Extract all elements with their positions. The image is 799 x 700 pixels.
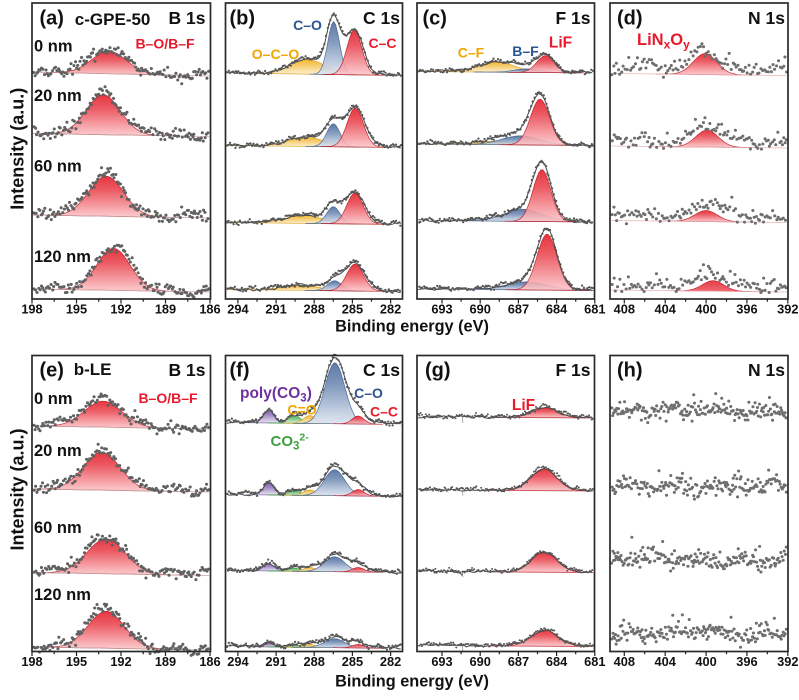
svg-text:B–F: B–F [512,43,539,59]
svg-text:(a): (a) [40,8,64,30]
svg-text:681: 681 [584,302,605,317]
svg-text:(h): (h) [617,360,643,382]
svg-text:408: 408 [614,654,635,669]
svg-text:294: 294 [227,302,249,317]
svg-text:C 1s: C 1s [363,8,400,28]
svg-text:O–C–O: O–C–O [252,46,300,62]
svg-text:690: 690 [470,654,491,669]
svg-text:LiF: LiF [512,397,535,414]
svg-text:282: 282 [380,654,401,669]
svg-text:408: 408 [614,302,635,317]
svg-text:C–O: C–O [354,385,383,401]
svg-text:186: 186 [199,302,220,317]
svg-text:B 1s: B 1s [169,8,206,28]
svg-text:195: 195 [66,654,87,669]
svg-text:282: 282 [380,302,401,317]
svg-text:B 1s: B 1s [169,360,206,380]
svg-text:C–F: C–F [458,45,485,61]
svg-text:LiNxOy: LiNxOy [637,31,690,52]
svg-text:198: 198 [21,654,42,669]
svg-text:189: 189 [155,654,176,669]
svg-text:404: 404 [655,654,677,669]
svg-text:687: 687 [508,654,529,669]
svg-text:(d): (d) [617,8,643,30]
svg-text:687: 687 [508,302,529,317]
svg-text:(c): (c) [423,8,447,30]
svg-text:20 nm: 20 nm [34,442,82,460]
svg-text:198: 198 [21,302,42,317]
svg-text:189: 189 [155,302,176,317]
svg-text:C–C: C–C [370,404,398,420]
svg-text:C 1s: C 1s [363,360,400,380]
svg-text:192: 192 [110,302,131,317]
svg-text:392: 392 [777,302,798,317]
svg-text:120 nm: 120 nm [34,586,91,604]
svg-text:Binding energy (eV): Binding energy (eV) [335,672,489,690]
svg-text:N 1s: N 1s [748,360,785,380]
svg-text:400: 400 [695,654,716,669]
svg-text:0 nm: 0 nm [34,390,73,408]
svg-text:(b): (b) [230,8,256,30]
svg-text:0 nm: 0 nm [34,38,73,56]
svg-text:288: 288 [304,302,325,317]
svg-text:Intensity (a.u.): Intensity (a.u.) [8,428,28,550]
svg-text:195: 195 [66,302,87,317]
svg-text:294: 294 [227,654,249,669]
svg-text:285: 285 [342,302,363,317]
svg-text:684: 684 [546,654,568,669]
svg-text:Intensity (a.u.): Intensity (a.u.) [8,88,28,210]
svg-text:(f): (f) [230,360,250,382]
svg-text:N 1s: N 1s [748,8,785,28]
svg-text:C–O: C–O [293,17,322,33]
svg-text:684: 684 [546,302,568,317]
svg-text:B–O/B–F: B–O/B–F [135,36,195,52]
svg-text:c-GPE-50: c-GPE-50 [75,10,151,29]
svg-text:186: 186 [199,654,220,669]
svg-text:404: 404 [655,302,677,317]
svg-text:Binding energy (eV): Binding energy (eV) [335,317,489,335]
svg-text:693: 693 [431,302,452,317]
svg-text:C=O: C=O [287,402,316,418]
svg-text:690: 690 [470,302,491,317]
svg-text:60 nm: 60 nm [34,158,82,176]
svg-text:192: 192 [110,654,131,669]
svg-text:681: 681 [584,654,605,669]
svg-text:396: 396 [736,302,757,317]
svg-text:291: 291 [265,654,286,669]
svg-text:285: 285 [342,654,363,669]
svg-text:291: 291 [265,302,286,317]
svg-text:F 1s: F 1s [555,8,590,28]
svg-text:B–O/B–F: B–O/B–F [138,390,198,406]
svg-text:120 nm: 120 nm [34,248,91,266]
svg-text:LiF: LiF [549,35,572,52]
svg-text:F 1s: F 1s [555,360,590,380]
svg-text:b-LE: b-LE [74,360,112,379]
svg-text:693: 693 [431,654,452,669]
svg-text:288: 288 [304,654,325,669]
svg-text:poly(CO3): poly(CO3) [240,385,312,405]
svg-text:400: 400 [695,302,716,317]
svg-text:(g): (g) [425,359,451,381]
svg-text:20 nm: 20 nm [34,87,82,105]
svg-text:396: 396 [736,654,757,669]
svg-text:(e): (e) [40,360,64,382]
svg-text:392: 392 [777,654,798,669]
svg-text:60 nm: 60 nm [34,519,82,537]
svg-text:C–C: C–C [368,35,396,51]
